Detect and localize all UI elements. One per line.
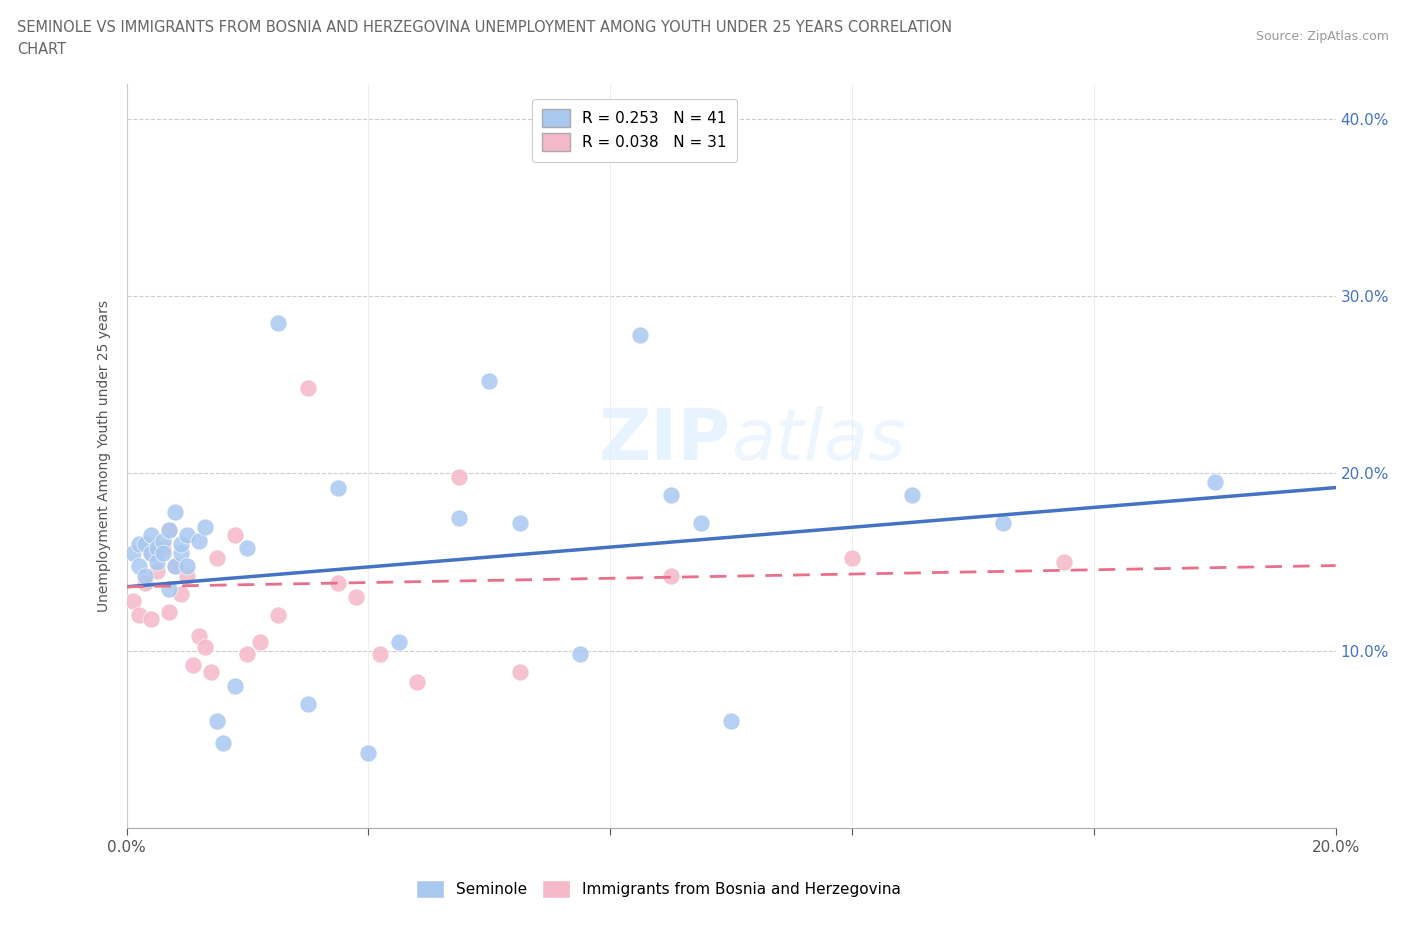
Point [152, 546, 174, 561]
Text: ZIP: ZIP [599, 406, 731, 475]
Point [689, 515, 711, 530]
Point [841, 551, 863, 565]
Point [267, 315, 290, 330]
Text: atlas: atlas [731, 406, 905, 475]
Point [447, 511, 470, 525]
Point [224, 528, 246, 543]
Point [128, 558, 150, 573]
Point [212, 736, 235, 751]
Text: Source: ZipAtlas.com: Source: ZipAtlas.com [1256, 30, 1389, 43]
Point [1053, 554, 1076, 569]
Point [146, 564, 169, 578]
Point [139, 528, 162, 543]
Point [134, 537, 156, 551]
Point [478, 374, 501, 389]
Point [1204, 475, 1226, 490]
Point [326, 576, 350, 591]
Point [370, 646, 392, 661]
Point [344, 590, 367, 604]
Y-axis label: Unemployment Among Youth under 25 years: Unemployment Among Youth under 25 years [97, 299, 111, 612]
Point [170, 546, 193, 561]
Point [297, 381, 319, 396]
Point [630, 327, 652, 342]
Point [139, 546, 162, 561]
Point [157, 523, 180, 538]
Point [236, 646, 259, 661]
Point [163, 558, 186, 573]
Point [128, 607, 150, 622]
Point [205, 551, 228, 565]
Point [139, 546, 162, 561]
Point [157, 581, 180, 596]
Point [152, 533, 174, 548]
Point [163, 558, 186, 573]
Point [176, 569, 198, 584]
Legend: Seminole, Immigrants from Bosnia and Herzegovina: Seminole, Immigrants from Bosnia and Her… [409, 872, 908, 906]
Point [134, 576, 156, 591]
Point [236, 540, 259, 555]
Point [121, 593, 143, 608]
Point [157, 523, 180, 538]
Point [194, 519, 217, 534]
Point [326, 480, 350, 495]
Point [659, 569, 682, 584]
Point [157, 604, 180, 619]
Point [720, 714, 742, 729]
Point [568, 646, 592, 661]
Point [146, 540, 169, 555]
Point [176, 528, 198, 543]
Point [200, 664, 222, 679]
Text: CHART: CHART [17, 42, 66, 57]
Point [152, 540, 174, 555]
Point [121, 546, 143, 561]
Point [205, 714, 228, 729]
Point [139, 611, 162, 626]
Point [901, 487, 924, 502]
Point [357, 746, 380, 761]
Point [188, 533, 211, 548]
Point [249, 634, 271, 649]
Point [509, 515, 531, 530]
Point [388, 634, 411, 649]
Point [194, 640, 217, 655]
Point [224, 679, 246, 694]
Point [176, 558, 198, 573]
Text: SEMINOLE VS IMMIGRANTS FROM BOSNIA AND HERZEGOVINA UNEMPLOYMENT AMONG YOUTH UNDE: SEMINOLE VS IMMIGRANTS FROM BOSNIA AND H… [17, 20, 952, 35]
Point [163, 505, 186, 520]
Point [146, 554, 169, 569]
Point [509, 664, 531, 679]
Point [405, 675, 427, 690]
Point [170, 537, 193, 551]
Point [659, 487, 682, 502]
Point [128, 537, 150, 551]
Point [993, 515, 1015, 530]
Point [134, 569, 156, 584]
Point [188, 629, 211, 644]
Point [297, 697, 319, 711]
Point [181, 658, 204, 672]
Point [170, 587, 193, 602]
Point [447, 470, 470, 485]
Point [267, 607, 290, 622]
